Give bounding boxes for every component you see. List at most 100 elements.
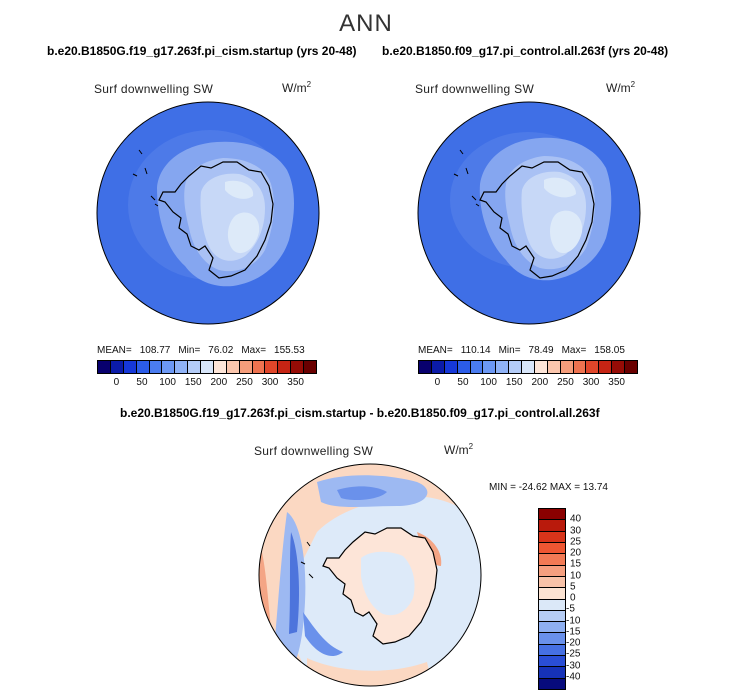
colorbar-tick-label: 20 — [570, 547, 582, 559]
colorbar-tick-label: 250 — [557, 377, 574, 388]
colorbar-swatch — [278, 361, 292, 373]
diff-negative-north-core — [337, 486, 387, 500]
right-units-label: W/m2 — [606, 80, 636, 95]
colorbar-tick-label: 10 — [570, 570, 582, 581]
colorbar-tick-label: 5 — [570, 581, 576, 593]
colorbar-swatch — [483, 361, 497, 373]
colorbar-swatch — [539, 656, 565, 668]
colorbar-swatch — [522, 361, 535, 373]
colorbar-swatch — [444, 361, 458, 373]
right-colorbar — [418, 360, 638, 374]
colorbar-swatch — [539, 599, 565, 611]
interior-region — [227, 212, 260, 254]
colorbar-swatch — [252, 361, 266, 373]
colorbar-tick-label: 150 — [184, 377, 202, 388]
colorbar-tick-label: 300 — [261, 377, 279, 388]
colorbar-tick-label: 30 — [570, 525, 582, 536]
colorbar-swatch — [304, 361, 316, 373]
colorbar-swatch — [539, 588, 565, 600]
diff-minmax: MIN = -24.62 MAX = 13.74 — [489, 482, 608, 493]
colorbar-swatch — [291, 361, 304, 373]
colorbar-swatch — [110, 361, 124, 373]
colorbar-swatch — [123, 361, 137, 373]
colorbar-tick-label: 250 — [236, 377, 253, 388]
colorbar-swatch — [539, 576, 565, 589]
map-border — [258, 463, 482, 687]
colorbar-swatch — [539, 667, 565, 679]
diff-units-label: W/m2 — [444, 442, 474, 457]
antarctic-coastline — [158, 161, 274, 279]
colorbar-tick-label: 0 — [434, 377, 441, 388]
diff-positive-outer — [259, 464, 481, 686]
diff-negative-west-core — [289, 532, 299, 634]
diff-variable-label: Surf downwelling SW — [254, 444, 374, 458]
colorbar-tick-label: 350 — [287, 377, 304, 388]
colorbar-tick-label: -10 — [566, 615, 581, 626]
colorbar-swatch — [539, 633, 565, 645]
left-colorbar-ticks: 0 50 100 150 200 250 300 350 — [97, 377, 315, 389]
peninsula-islands — [132, 149, 159, 207]
left-map — [96, 101, 320, 325]
colorbar-tick-label: 50 — [457, 377, 469, 388]
colorbar-swatch — [539, 554, 565, 566]
colorbar-swatch — [539, 565, 565, 577]
colorbar-tick-label: 0 — [570, 592, 576, 604]
colorbar-swatch — [539, 520, 565, 532]
right-stats: MEAN= 110.14 Min= 78.49 Max= 158.05 — [418, 345, 625, 356]
right-variable-label: Surf downwelling SW — [415, 82, 535, 96]
interior-region — [550, 210, 583, 254]
season-title: ANN — [339, 10, 393, 37]
right-map — [417, 101, 641, 325]
colorbar-tick-label: 350 — [608, 377, 625, 388]
colorbar-swatch — [539, 542, 565, 555]
colorbar-tick-label: -40 — [566, 671, 581, 683]
colorbar-swatch — [599, 361, 613, 373]
colorbar-swatch — [539, 622, 565, 634]
colorbar-swatch — [547, 361, 561, 373]
colorbar-tick-label: 100 — [159, 377, 176, 388]
diff-map — [258, 463, 482, 687]
left-case-title: b.e20.B1850G.f19_g17.263f.pi_cism.startu… — [47, 44, 357, 58]
left-variable-label: Surf downwelling SW — [94, 82, 214, 96]
peninsula-islands — [453, 149, 480, 207]
colorbar-swatch — [457, 361, 471, 373]
left-stats: MEAN= 108.77 Min= 76.02 Max= 155.53 — [97, 345, 305, 356]
colorbar-swatch — [612, 361, 625, 373]
colorbar-tick-label: -20 — [566, 637, 581, 649]
colorbar-swatch — [175, 361, 189, 373]
map-border — [417, 101, 641, 325]
colorbar-swatch — [239, 361, 253, 373]
colorbar-swatch — [265, 361, 279, 373]
colorbar-swatch — [534, 361, 548, 373]
colorbar-swatch — [136, 361, 150, 373]
colorbar-swatch — [188, 361, 201, 373]
colorbar-swatch — [98, 361, 111, 373]
diff-colorbar-labels: 40 30 25 20 15 10 5 0 -5 -10 -15 -20 -25 -30 -40 — [566, 508, 610, 688]
colorbar-tick-label: 40 — [570, 513, 582, 525]
colorbar-swatch — [539, 531, 565, 543]
colorbar-tick-label: -5 — [566, 603, 575, 615]
colorbar-tick-label: 0 — [113, 377, 120, 388]
colorbar-swatch — [586, 361, 600, 373]
colorbar-swatch — [149, 361, 163, 373]
colorbar-swatch — [573, 361, 587, 373]
colorbar-swatch — [539, 678, 565, 689]
diff-colorbar — [538, 508, 566, 690]
colorbar-swatch — [419, 361, 432, 373]
colorbar-swatch — [201, 361, 214, 373]
colorbar-swatch — [539, 644, 565, 657]
diff-negative-southwest — [303, 612, 343, 657]
colorbar-swatch — [560, 361, 574, 373]
colorbar-swatch — [226, 361, 240, 373]
colorbar-tick-label: 15 — [570, 558, 582, 570]
colorbar-tick-label: 200 — [210, 377, 228, 388]
colorbar-swatch — [496, 361, 510, 373]
peninsula-islands — [300, 541, 314, 579]
colorbar-swatch — [539, 610, 565, 623]
colorbar-swatch — [625, 361, 637, 373]
plateau-high-region — [225, 180, 254, 199]
diff-case-title: b.e20.B1850G.f19_g17.263f.pi_cism.startu… — [120, 406, 600, 420]
diff-interior — [361, 551, 415, 616]
right-colorbar-ticks: 0 50 100 150 200 250 300 350 — [418, 377, 636, 389]
colorbar-swatch — [539, 509, 565, 521]
